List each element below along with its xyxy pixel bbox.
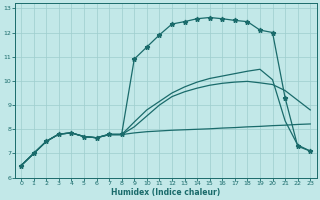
X-axis label: Humidex (Indice chaleur): Humidex (Indice chaleur) (111, 188, 220, 197)
